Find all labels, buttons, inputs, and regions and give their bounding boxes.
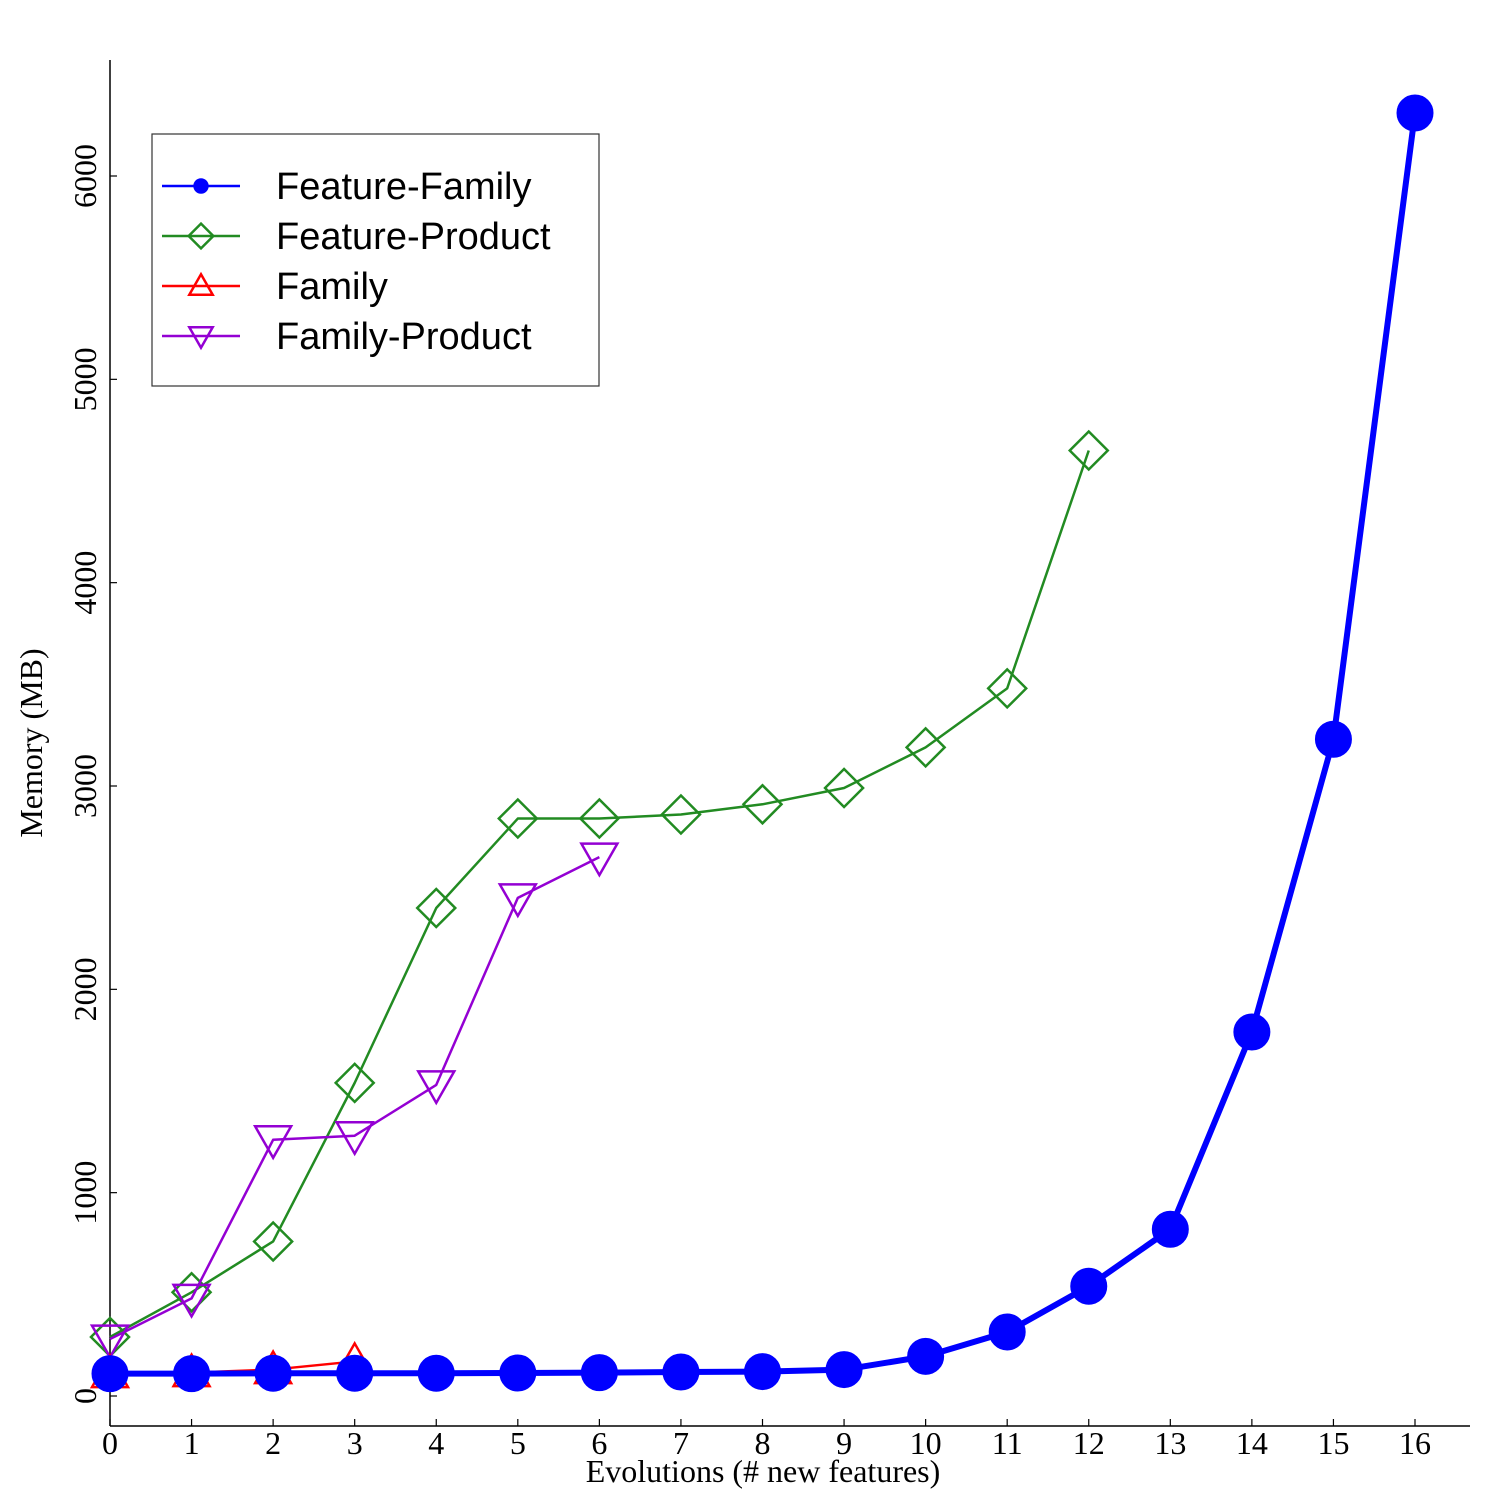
x-tick-label: 10	[910, 1425, 942, 1461]
data-point-feature-product	[252, 1220, 294, 1263]
data-point-feature-family	[1314, 720, 1352, 758]
data-point-feature-family	[580, 1354, 618, 1392]
data-point-feature-family	[907, 1337, 945, 1375]
x-tick-label: 14	[1236, 1425, 1268, 1461]
series-feature-product	[89, 429, 1110, 1358]
series-feature-family	[91, 94, 1434, 1393]
x-tick-label: 13	[1154, 1425, 1186, 1461]
x-tick-label: 5	[510, 1425, 526, 1461]
legend-marker-feature-family	[193, 178, 209, 194]
data-point-feature-family	[91, 1355, 129, 1393]
data-point-feature-family	[825, 1351, 863, 1389]
series-layer	[89, 94, 1434, 1393]
data-point-feature-product	[986, 667, 1028, 710]
data-point-feature-product	[415, 887, 458, 929]
data-point-feature-family	[1396, 94, 1434, 132]
data-point-feature-family	[254, 1354, 292, 1392]
data-point-feature-product	[904, 726, 947, 769]
legend-label-feature-product: Feature-Product	[276, 216, 551, 258]
x-tick-label: 6	[591, 1425, 607, 1461]
data-point-feature-product	[497, 797, 539, 840]
legend-item-family: Family	[162, 266, 388, 308]
data-point-feature-family	[1151, 1210, 1189, 1248]
y-tick-label: 1000	[67, 1161, 103, 1225]
y-tick-label: 3000	[67, 754, 103, 818]
x-tick-label: 7	[673, 1425, 689, 1461]
legend-marker-family-product	[187, 325, 215, 351]
series-family-product	[89, 842, 620, 1360]
x-tick-label: 4	[428, 1425, 444, 1461]
y-tick-label: 2000	[67, 957, 103, 1021]
data-point-feature-family	[744, 1353, 781, 1391]
legend-box	[151, 133, 600, 387]
x-tick-label: 2	[265, 1425, 281, 1461]
data-point-feature-product	[1067, 429, 1110, 472]
y-tick-label: 5000	[67, 347, 103, 411]
data-point-family-product	[497, 883, 538, 919]
legend-label-family: Family	[276, 266, 388, 308]
x-tick-label: 16	[1399, 1425, 1431, 1461]
data-point-family-product	[579, 842, 620, 878]
series-line-family-product	[109, 856, 600, 1341]
series-family	[89, 1340, 375, 1389]
x-tick-label: 8	[755, 1425, 771, 1461]
x-tick-label: 15	[1317, 1425, 1349, 1461]
axes	[109, 60, 1470, 1427]
x-axis-label: Evolutions (# new features)	[586, 1453, 941, 1489]
y-tick-label: 6000	[67, 144, 103, 208]
data-point-feature-family	[988, 1313, 1026, 1351]
x-tick-label: 0	[102, 1425, 118, 1461]
legend-item-family-product: Family-Product	[162, 316, 532, 358]
y-tick-label: 4000	[67, 551, 103, 615]
x-tick-label: 1	[184, 1425, 200, 1461]
data-point-feature-family	[499, 1354, 537, 1392]
data-point-family-product	[416, 1070, 457, 1106]
legend: Feature-Family Feature-Product Family Famil…	[151, 133, 600, 387]
data-point-feature-product	[741, 783, 784, 826]
ticks: 0 1 2 3 4 5 6 7 8 9 10 11 12 13 14 15 160100020003000400…	[67, 144, 1431, 1461]
data-point-family-product	[334, 1120, 375, 1157]
legend-item-feature-product: Feature-Product	[162, 216, 551, 258]
data-point-feature-family	[336, 1354, 374, 1392]
y-axis-label: Memory (MB)	[13, 648, 49, 837]
data-point-feature-product	[333, 1062, 376, 1104]
y-tick-label: 0	[67, 1388, 103, 1404]
legend-marker-family	[187, 271, 215, 297]
x-tick-label: 3	[347, 1425, 363, 1461]
data-point-feature-family	[1233, 1013, 1271, 1051]
series-line-feature-product	[109, 450, 1090, 1339]
data-point-feature-family	[1070, 1267, 1108, 1305]
x-tick-label: 12	[1073, 1425, 1105, 1461]
data-point-feature-product	[660, 793, 702, 836]
data-point-feature-family	[417, 1354, 455, 1392]
data-point-family-product	[252, 1125, 294, 1161]
data-point-family-product	[89, 1324, 131, 1360]
legend-item-feature-family: Feature-Family	[162, 166, 532, 208]
data-point-feature-product	[823, 767, 865, 809]
x-tick-label: 11	[992, 1425, 1023, 1461]
data-point-family-product	[171, 1283, 212, 1319]
legend-marker-feature-product	[186, 221, 216, 251]
data-point-feature-family	[173, 1355, 211, 1393]
legend-label-family-product: Family-Product	[276, 316, 532, 358]
legend-label-feature-family: Feature-Family	[276, 166, 532, 208]
x-tick-label: 9	[836, 1425, 852, 1461]
data-point-feature-family	[662, 1353, 700, 1391]
data-point-feature-product	[578, 797, 621, 840]
